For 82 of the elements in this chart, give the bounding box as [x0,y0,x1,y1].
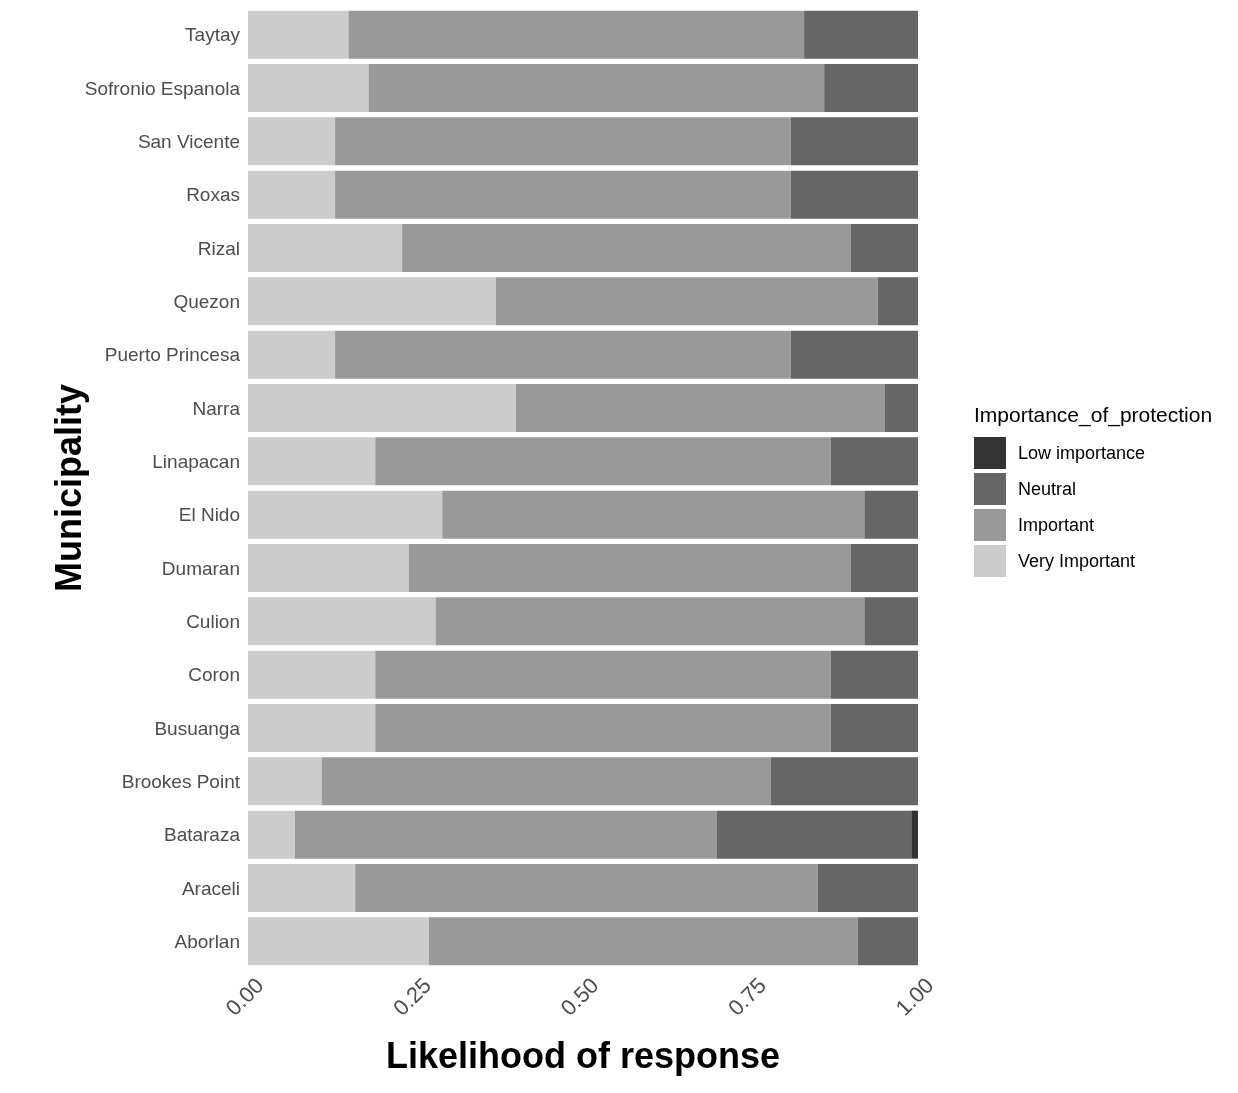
y-tick-label: Bataraza [163,824,241,846]
bar [857,917,918,966]
bar [294,810,717,859]
y-tick-label: Puerto Princesa [104,344,241,366]
bar [248,170,336,219]
x-tick-label: 0.50 [555,972,604,1021]
y-tick-label: Dumaran [161,557,240,579]
bar [248,384,516,432]
y-tick-label: Aborlan [174,931,240,953]
bar [335,117,791,166]
bar [248,10,349,59]
bar [428,917,858,966]
y-tick-label: Narra [192,397,241,419]
bar [817,864,918,912]
y-tick-label: Linapacan [152,451,240,473]
bar [911,810,918,859]
y-tick-label: Culion [186,611,240,633]
bar [884,384,918,432]
bar [248,917,429,966]
bar [375,704,831,752]
x-tick-label: 0.00 [220,972,269,1021]
bar [830,650,918,699]
bar [877,277,918,326]
bar [335,170,791,219]
bar [368,64,825,112]
bar [248,277,496,326]
legend-label: Very Important [1018,550,1136,572]
bar [248,64,369,112]
bar [851,224,918,272]
bar [248,597,436,646]
bar [248,810,295,859]
legend-label: Neutral [1018,478,1077,500]
y-tick-label: San Vicente [137,131,240,153]
bar [248,704,376,752]
y-axis-title: Municipality [47,383,89,593]
bar [248,490,443,539]
bar [248,650,376,699]
bar [830,437,918,486]
y-tick-label: Sofronio Espanola [84,77,241,99]
y-tick-label: Coron [188,664,240,686]
bar [442,490,865,539]
y-tick-label: Taytay [185,24,241,46]
bar [348,10,805,59]
bar [717,810,912,859]
bar [516,384,885,432]
bar [248,224,403,272]
bar [435,597,865,646]
bar [321,757,771,806]
bar [248,864,356,912]
bar [248,544,409,592]
bar [851,544,918,592]
bar [790,117,918,166]
bar [830,704,918,752]
bar [355,864,818,912]
bar [248,437,376,486]
y-tick-label: Quezon [173,291,240,313]
legend-title: Importance_of_protection [974,403,1214,427]
legend-label: Low importance [1018,442,1146,464]
legend-label: Important [1018,514,1095,536]
bar [402,224,851,272]
y-tick-label: Busuanga [154,717,241,739]
bar [804,10,918,59]
bar [864,597,918,646]
x-axis-title: Likelihood of response [385,1035,781,1076]
bar [790,330,918,379]
bar [770,757,918,806]
bar [790,170,918,219]
bar [248,330,336,379]
bar [375,650,831,699]
bar [824,64,918,112]
bar [335,330,791,379]
y-tick-label: Rizal [197,237,240,259]
y-tick-label: El Nido [178,504,240,526]
bar [495,277,878,326]
y-tick-label: Brookes Point [121,771,241,793]
bar [375,437,831,486]
bar [248,757,322,806]
bar [408,544,851,592]
bar [248,117,336,166]
y-tick-label: Araceli [181,877,240,899]
y-tick-label: Roxas [186,184,240,206]
bar [864,490,918,539]
